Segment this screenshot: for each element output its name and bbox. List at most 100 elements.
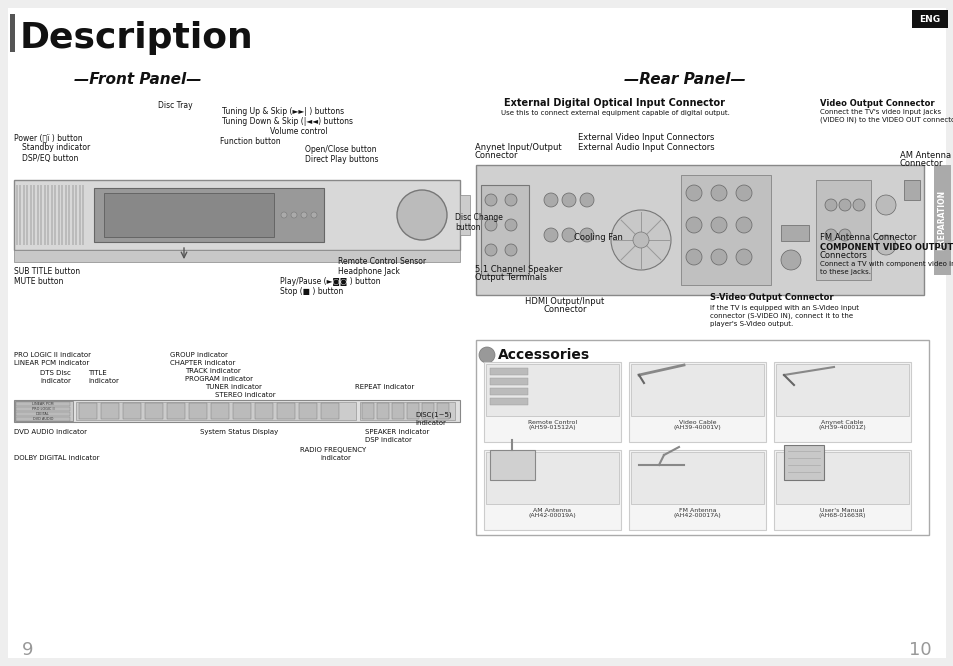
Text: HDMI Output/Input: HDMI Output/Input [525, 298, 604, 306]
Text: PREPARATION: PREPARATION [937, 190, 945, 250]
Bar [16, 402, 70, 406]
Circle shape [478, 347, 495, 363]
Circle shape [735, 185, 751, 201]
Bar [361, 403, 374, 419]
Bar [61, 185, 64, 245]
Bar [167, 403, 185, 419]
Circle shape [710, 249, 726, 265]
Bar [71, 185, 74, 245]
Bar [16, 417, 70, 421]
Bar [16, 185, 18, 245]
Bar [392, 403, 403, 419]
Bar [30, 185, 32, 245]
Bar [490, 450, 535, 480]
Bar [359, 402, 455, 420]
Text: (VIDEO IN) to the VIDEO OUT connector.: (VIDEO IN) to the VIDEO OUT connector. [820, 117, 953, 123]
Bar [76, 402, 355, 420]
Text: —Front Panel—: —Front Panel— [74, 73, 201, 87]
Text: External Audio Input Connectors: External Audio Input Connectors [578, 143, 714, 153]
Circle shape [710, 217, 726, 233]
Bar [485, 364, 618, 416]
Circle shape [301, 212, 307, 218]
Text: indicator: indicator [88, 378, 119, 384]
Text: TITLE: TITLE [88, 370, 107, 376]
Circle shape [504, 219, 517, 231]
Text: button: button [455, 224, 480, 232]
Text: DVD AUDIO: DVD AUDIO [32, 417, 53, 421]
Bar [903, 180, 919, 200]
Bar [815, 180, 870, 280]
Bar [94, 188, 324, 242]
Bar [54, 185, 56, 245]
Bar [16, 407, 70, 411]
Bar [23, 185, 25, 245]
Bar [490, 368, 527, 375]
Text: COMPONENT VIDEO OUTPUT: COMPONENT VIDEO OUTPUT [820, 244, 952, 252]
Bar [104, 193, 274, 237]
Bar [459, 195, 470, 235]
Bar [19, 185, 22, 245]
Bar [485, 452, 618, 504]
Circle shape [396, 190, 447, 240]
Circle shape [824, 199, 836, 211]
Bar [483, 450, 620, 530]
Text: LINEAR PCM: LINEAR PCM [32, 402, 53, 406]
Bar [421, 403, 434, 419]
Bar [40, 185, 43, 245]
Text: System Status Display: System Status Display [200, 429, 278, 435]
Text: SPEAKER indicator: SPEAKER indicator [365, 429, 429, 435]
Bar [407, 403, 418, 419]
Bar [14, 400, 459, 422]
Bar [490, 378, 527, 385]
Circle shape [610, 210, 670, 270]
Circle shape [561, 193, 576, 207]
Bar [37, 185, 39, 245]
Text: Video Cable
(AH39-40001V): Video Cable (AH39-40001V) [673, 420, 720, 430]
Circle shape [504, 194, 517, 206]
Text: Connect the TV's video input jacks: Connect the TV's video input jacks [820, 109, 941, 115]
Bar [48, 185, 50, 245]
Circle shape [685, 249, 701, 265]
Bar [476, 165, 923, 295]
Text: Connector: Connector [475, 151, 518, 161]
Circle shape [281, 212, 287, 218]
Bar [65, 185, 67, 245]
Text: DIGITAL: DIGITAL [36, 412, 50, 416]
Text: indicator: indicator [415, 420, 445, 426]
Text: DISC(1~5): DISC(1~5) [415, 412, 451, 418]
Text: to these jacks.: to these jacks. [820, 269, 870, 275]
Text: 9: 9 [22, 641, 33, 659]
Circle shape [543, 228, 558, 242]
Bar [320, 403, 338, 419]
Text: Stop (■ ) button: Stop (■ ) button [280, 288, 343, 296]
Circle shape [685, 217, 701, 233]
Bar [79, 403, 97, 419]
Text: indicator: indicator [319, 455, 351, 461]
Bar [79, 185, 81, 245]
Text: Connector: Connector [899, 159, 943, 168]
Text: External Video Input Connectors: External Video Input Connectors [578, 133, 714, 143]
Text: Standby indicator: Standby indicator [22, 143, 91, 153]
Text: User's Manual
(AH68-01663R): User's Manual (AH68-01663R) [818, 507, 865, 518]
Bar [276, 403, 294, 419]
Text: connector (S-VIDEO IN), connect it to the: connector (S-VIDEO IN), connect it to th… [709, 313, 852, 319]
Bar [630, 452, 763, 504]
Text: 10: 10 [908, 641, 931, 659]
Bar [211, 403, 229, 419]
Bar [781, 225, 808, 241]
Circle shape [824, 229, 836, 241]
Text: TRACK indicator: TRACK indicator [185, 368, 240, 374]
Bar [33, 185, 35, 245]
Text: ENG: ENG [919, 15, 940, 23]
Circle shape [685, 185, 701, 201]
Text: PROGRAM indicator: PROGRAM indicator [185, 376, 253, 382]
Bar [82, 185, 85, 245]
Text: RADIO FREQUENCY: RADIO FREQUENCY [299, 447, 366, 453]
Text: —Rear Panel—: —Rear Panel— [623, 73, 745, 87]
Bar [44, 185, 46, 245]
Text: 5.1 Channel Speaker: 5.1 Channel Speaker [475, 266, 562, 274]
Bar [680, 175, 770, 285]
Circle shape [504, 244, 517, 256]
Text: Play/Pause (►◙◙ ) button: Play/Pause (►◙◙ ) button [280, 278, 380, 286]
Bar [376, 403, 389, 419]
